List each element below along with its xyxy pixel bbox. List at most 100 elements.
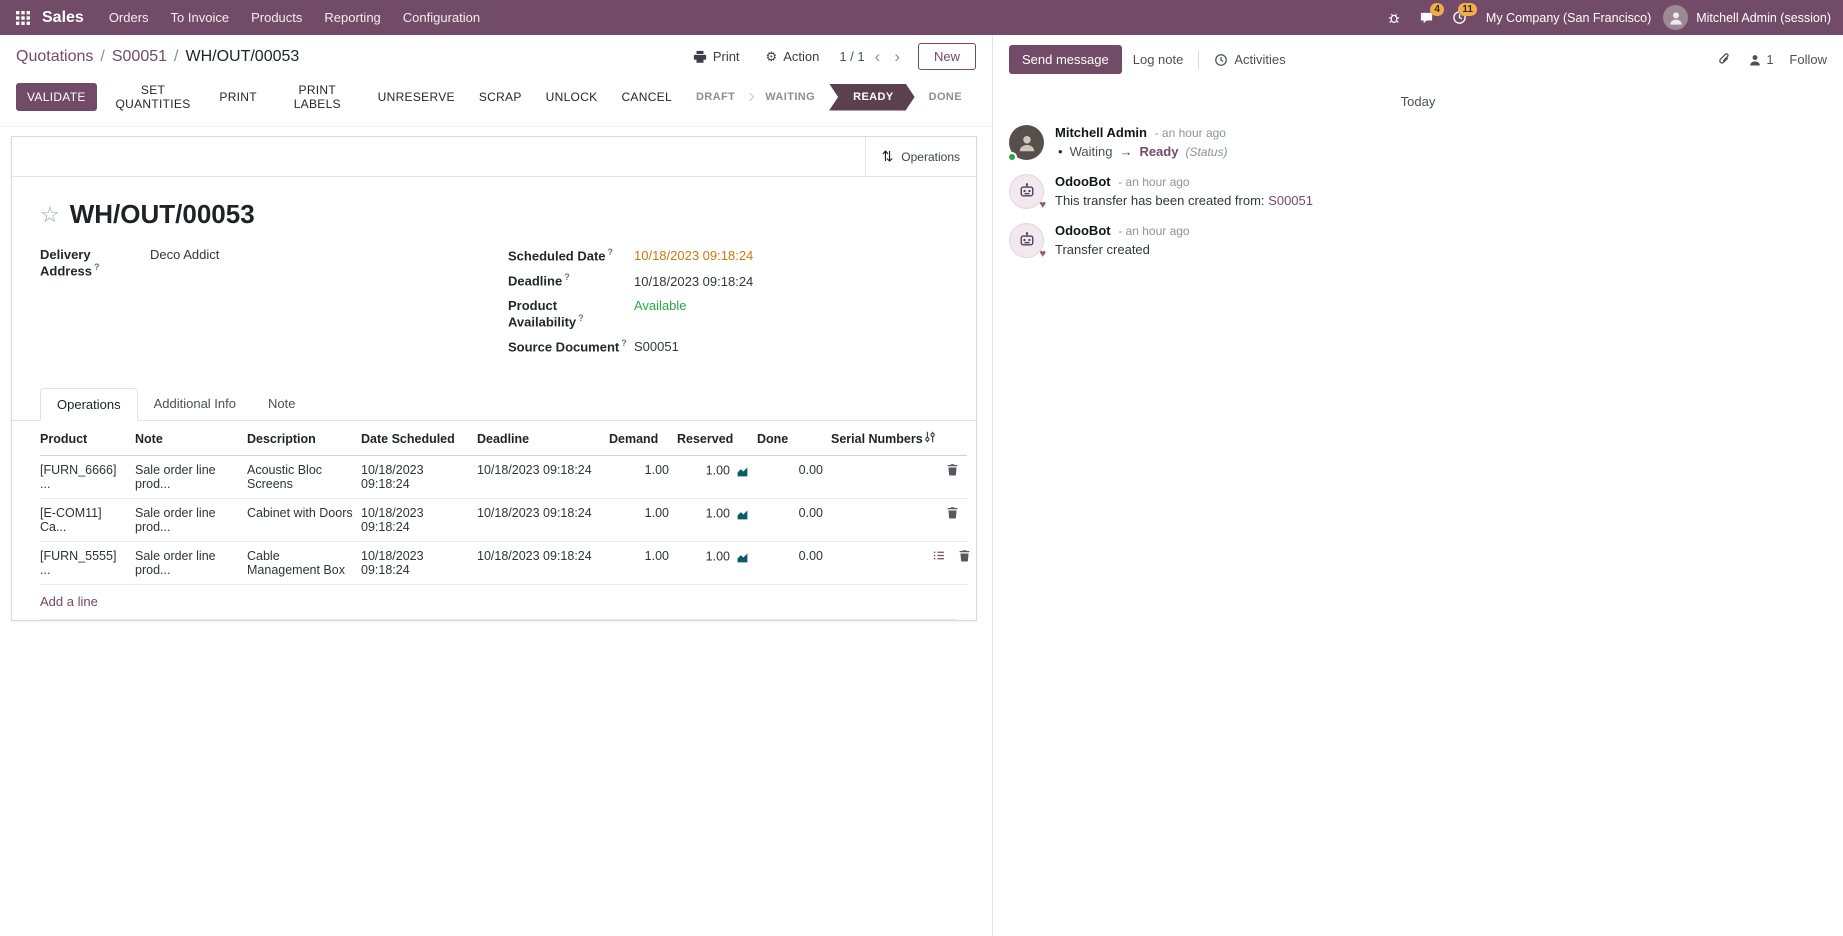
tab-note[interactable]: Note	[252, 388, 311, 421]
user-avatar[interactable]	[1663, 5, 1688, 30]
nav-item-reporting[interactable]: Reporting	[313, 0, 391, 35]
validate-button[interactable]: VALIDATE	[16, 83, 97, 111]
scrap-button[interactable]: SCRAP	[469, 84, 532, 110]
nav-item-to-invoice[interactable]: To Invoice	[160, 0, 241, 35]
cell-serial[interactable]	[831, 542, 923, 585]
cell-product[interactable]: [E-COM11] Ca...	[40, 499, 135, 542]
log-note-button[interactable]: Log note	[1122, 45, 1195, 74]
activities-clock-icon[interactable]: 11	[1443, 10, 1476, 25]
deadline-value[interactable]: 10/18/2023 09:18:24	[634, 274, 753, 289]
cell-note[interactable]: Sale order line prod...	[135, 499, 247, 542]
cell-demand[interactable]: 1.00	[609, 499, 677, 542]
cell-description[interactable]: Acoustic Bloc Screens	[247, 456, 361, 499]
unlock-button[interactable]: UNLOCK	[536, 84, 608, 110]
cell-done[interactable]: 0.00	[757, 542, 831, 585]
message-author[interactable]: Mitchell Admin	[1055, 125, 1147, 140]
nav-item-orders[interactable]: Orders	[98, 0, 160, 35]
send-message-button[interactable]: Send message	[1009, 45, 1122, 74]
cell-demand[interactable]: 1.00	[609, 456, 677, 499]
cell-date-scheduled[interactable]: 10/18/2023 09:18:24	[361, 499, 477, 542]
cell-done[interactable]: 0.00	[757, 499, 831, 542]
cell-note[interactable]: Sale order line prod...	[135, 456, 247, 499]
pager-prev-button[interactable]: ‹	[871, 48, 885, 65]
message-author[interactable]: OdooBot	[1055, 174, 1111, 189]
print-button[interactable]: PRINT	[209, 84, 267, 110]
tab-additional-info[interactable]: Additional Info	[138, 388, 252, 421]
col-header-reserved[interactable]: Reserved	[677, 421, 757, 456]
forecast-chart-icon[interactable]	[736, 465, 749, 478]
breadcrumb-quotations[interactable]: Quotations	[16, 48, 93, 66]
delete-row-icon[interactable]	[946, 506, 959, 519]
favorite-star-icon[interactable]: ☆	[40, 204, 60, 226]
cell-description[interactable]: Cabinet with Doors	[247, 499, 361, 542]
tab-operations[interactable]: Operations	[40, 388, 138, 421]
cell-date-scheduled[interactable]: 10/18/2023 09:18:24	[361, 456, 477, 499]
cell-serial[interactable]	[831, 499, 923, 542]
delete-row-icon[interactable]	[958, 549, 971, 562]
cell-note[interactable]: Sale order line prod...	[135, 542, 247, 585]
breadcrumb-s00051[interactable]: S00051	[112, 48, 167, 66]
status-step-ready[interactable]: READY	[829, 84, 915, 111]
operations-stat-button[interactable]: ⇅ Operations	[865, 137, 976, 176]
nav-item-products[interactable]: Products	[240, 0, 313, 35]
detailed-operations-icon[interactable]	[932, 549, 946, 562]
cell-description[interactable]: Cable Management Box	[247, 542, 361, 585]
add-line-link[interactable]: Add a line	[40, 585, 956, 620]
status-step-draft[interactable]: DRAFT	[682, 84, 749, 111]
optional-columns-button[interactable]	[923, 421, 967, 456]
cell-product[interactable]: [FURN_6666] ...	[40, 456, 135, 499]
avatar[interactable]	[1009, 125, 1044, 160]
delete-row-icon[interactable]	[946, 463, 959, 476]
cell-reserved[interactable]: 1.00	[677, 542, 757, 585]
user-menu[interactable]: Mitchell Admin (session)	[1696, 11, 1831, 25]
cell-date-scheduled[interactable]: 10/18/2023 09:18:24	[361, 542, 477, 585]
col-header-date-scheduled[interactable]: Date Scheduled	[361, 421, 477, 456]
table-row[interactable]: [FURN_6666] ... Sale order line prod... …	[40, 456, 967, 499]
activities-button[interactable]: Activities	[1203, 45, 1296, 74]
status-step-waiting[interactable]: WAITING	[751, 84, 829, 111]
message-author[interactable]: OdooBot	[1055, 223, 1111, 238]
col-header-demand[interactable]: Demand	[609, 421, 677, 456]
table-row[interactable]: [E-COM11] Ca... Sale order line prod... …	[40, 499, 967, 542]
messages-icon[interactable]: 4	[1410, 10, 1443, 25]
attachment-icon[interactable]	[1717, 52, 1732, 67]
odoobot-avatar[interactable]: ♥	[1009, 223, 1044, 258]
pager-next-button[interactable]: ›	[890, 48, 904, 65]
col-header-note[interactable]: Note	[135, 421, 247, 456]
print-menu-button[interactable]: Print	[687, 45, 746, 68]
debug-icon[interactable]	[1378, 11, 1410, 25]
col-header-serial-numbers[interactable]: Serial Numbers	[831, 421, 923, 456]
table-row[interactable]: [FURN_5555] ... Sale order line prod... …	[40, 542, 967, 585]
followers-button[interactable]: 1	[1748, 53, 1773, 67]
status-step-done[interactable]: DONE	[915, 84, 976, 111]
scheduled-date-value[interactable]: 10/18/2023 09:18:24	[634, 248, 753, 263]
forecast-chart-icon[interactable]	[736, 508, 749, 521]
cell-product[interactable]: [FURN_5555] ...	[40, 542, 135, 585]
forecast-chart-icon[interactable]	[736, 551, 749, 564]
source-document-link[interactable]: S00051	[1268, 193, 1313, 208]
print-labels-button[interactable]: PRINT LABELS	[271, 77, 364, 117]
col-header-description[interactable]: Description	[247, 421, 361, 456]
cell-deadline[interactable]: 10/18/2023 09:18:24	[477, 499, 609, 542]
cell-deadline[interactable]: 10/18/2023 09:18:24	[477, 456, 609, 499]
col-header-done[interactable]: Done	[757, 421, 831, 456]
set-quantities-button[interactable]: SET QUANTITIES	[101, 77, 206, 117]
new-button[interactable]: New	[918, 43, 976, 70]
app-name[interactable]: Sales	[42, 9, 84, 27]
follow-button[interactable]: Follow	[1789, 52, 1827, 67]
col-header-deadline[interactable]: Deadline	[477, 421, 609, 456]
delivery-address-value[interactable]: Deco Addict	[150, 247, 219, 262]
cancel-button[interactable]: CANCEL	[611, 84, 681, 110]
apps-menu-button[interactable]	[10, 7, 36, 29]
company-switcher[interactable]: My Company (San Francisco)	[1486, 11, 1651, 25]
action-menu-button[interactable]: ⚙ Action	[760, 45, 826, 69]
cell-serial[interactable]	[831, 456, 923, 499]
cell-demand[interactable]: 1.00	[609, 542, 677, 585]
col-header-product[interactable]: Product	[40, 421, 135, 456]
cell-deadline[interactable]: 10/18/2023 09:18:24	[477, 542, 609, 585]
nav-item-configuration[interactable]: Configuration	[392, 0, 491, 35]
odoobot-avatar[interactable]: ♥	[1009, 174, 1044, 209]
unreserve-button[interactable]: UNRESERVE	[368, 84, 465, 110]
cell-reserved[interactable]: 1.00	[677, 499, 757, 542]
cell-reserved[interactable]: 1.00	[677, 456, 757, 499]
